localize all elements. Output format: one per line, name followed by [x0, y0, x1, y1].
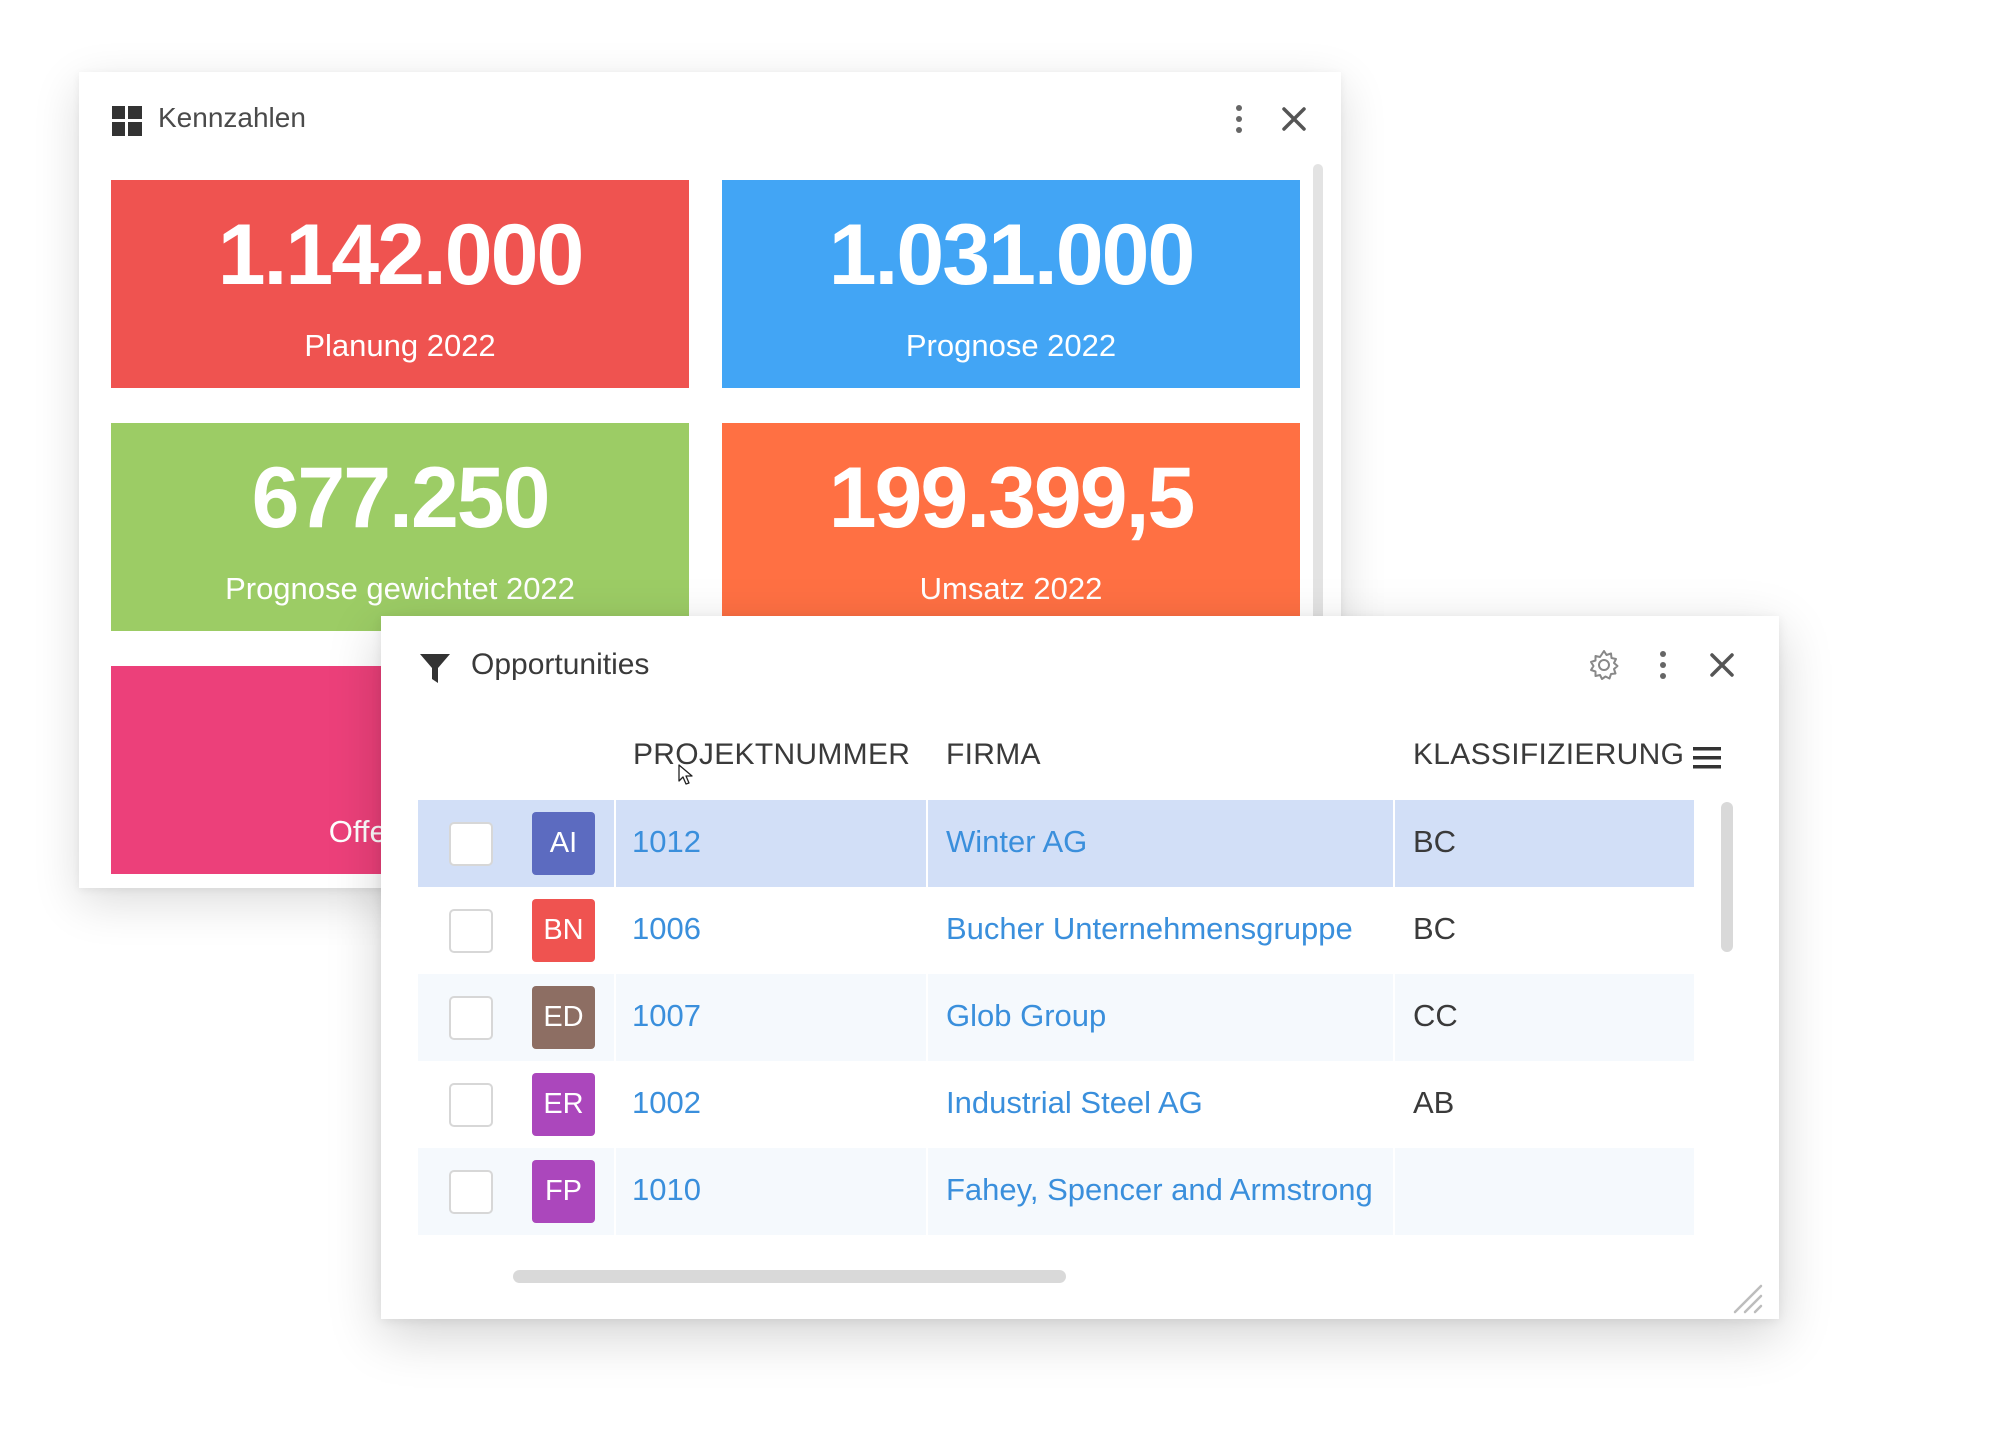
kpi-label: Prognose 2022 [905, 328, 1117, 363]
projektnummer-link[interactable]: 1002 [632, 1085, 701, 1120]
kpi-tile-planung[interactable]: 1.142.000 Planung 2022 [111, 180, 689, 388]
kpi-label: Prognose gewichtet 2022 [225, 571, 575, 606]
klassifizierung-cell: BC [1413, 911, 1457, 946]
table-row[interactable]: ER 1002 Industrial Steel AG AB [418, 1061, 1694, 1148]
firma-link[interactable]: Fahey, Spencer and Armstrong [946, 1172, 1373, 1207]
close-icon[interactable] [1279, 104, 1309, 134]
kpi-tile-umsatz[interactable]: 199.399,5 Umsatz 2022 [722, 423, 1300, 631]
klassifizierung-cell: CC [1413, 998, 1458, 1033]
kpi-value: 199.399,5 [828, 450, 1196, 546]
table-row[interactable]: AI 1012 Winter AG BC [418, 800, 1694, 887]
kpi-tile-prognose-gewichtet[interactable]: 677.250 Prognose gewichtet 2022 [111, 423, 689, 631]
more-vertical-icon[interactable] [1229, 102, 1249, 136]
row-checkbox[interactable] [449, 996, 493, 1040]
firma-link[interactable]: Glob Group [946, 998, 1107, 1033]
table-row[interactable]: FP 1010 Fahey, Spencer and Armstrong [418, 1148, 1694, 1235]
kpi-value: 1.031.000 [828, 207, 1196, 303]
kennzahlen-header: Kennzahlen [79, 72, 1341, 168]
hamburger-menu-icon[interactable] [1691, 744, 1723, 772]
dashboard-grid-icon [112, 106, 142, 136]
kpi-label: Umsatz 2022 [919, 571, 1103, 606]
row-checkbox[interactable] [449, 1083, 493, 1127]
firma-link[interactable]: Industrial Steel AG [946, 1085, 1203, 1120]
avatar: ED [532, 986, 595, 1049]
horizontal-scrollbar[interactable] [513, 1270, 1066, 1283]
kpi-value: 1.142.000 [217, 207, 585, 303]
table-row[interactable]: ED 1007 Glob Group CC [418, 974, 1694, 1061]
avatar: AI [532, 812, 595, 875]
projektnummer-link[interactable]: 1006 [632, 911, 701, 946]
kpi-value: 677.250 [251, 450, 551, 546]
gear-icon[interactable] [1587, 648, 1621, 682]
filter-icon [420, 654, 450, 683]
opportunities-title: Opportunities [471, 648, 650, 681]
mouse-cursor-icon [678, 764, 693, 785]
vertical-scrollbar[interactable] [1721, 802, 1733, 952]
row-checkbox[interactable] [449, 822, 493, 866]
more-vertical-icon[interactable] [1653, 648, 1673, 682]
kpi-label: Planung 2022 [304, 328, 496, 363]
klassifizierung-cell: AB [1413, 1085, 1455, 1120]
firma-link[interactable]: Winter AG [946, 824, 1088, 859]
kennzahlen-title: Kennzahlen [158, 102, 306, 133]
avatar: BN [532, 899, 595, 962]
kennzahlen-scrollbar[interactable] [1313, 164, 1323, 664]
kennzahlen-panel: Kennzahlen 1.142.000 Planung 2022 1.031.… [79, 72, 1341, 888]
projektnummer-link[interactable]: 1007 [632, 998, 701, 1033]
opportunities-panel: Opportunities PROJEKTNUMMER FIRMA KLASSI… [381, 616, 1779, 1319]
projektnummer-link[interactable]: 1010 [632, 1172, 701, 1207]
klassifizierung-cell: BC [1413, 824, 1457, 859]
row-checkbox[interactable] [449, 1170, 493, 1214]
row-checkbox[interactable] [449, 909, 493, 953]
close-icon[interactable] [1707, 650, 1737, 680]
kpi-tile-prognose[interactable]: 1.031.000 Prognose 2022 [722, 180, 1300, 388]
column-header-projektnummer[interactable]: PROJEKTNUMMER [633, 738, 911, 771]
avatar: ER [532, 1073, 595, 1136]
table-row[interactable]: BN 1006 Bucher Unternehmensgruppe BC [418, 887, 1694, 974]
firma-link[interactable]: Bucher Unternehmensgruppe [946, 911, 1353, 946]
column-header-klassifizierung[interactable]: KLASSIFIZIERUNG [1413, 738, 1685, 771]
projektnummer-link[interactable]: 1012 [632, 824, 701, 859]
avatar: FP [532, 1160, 595, 1223]
column-header-firma[interactable]: FIRMA [946, 738, 1041, 771]
resize-handle-icon[interactable] [1727, 1278, 1763, 1314]
